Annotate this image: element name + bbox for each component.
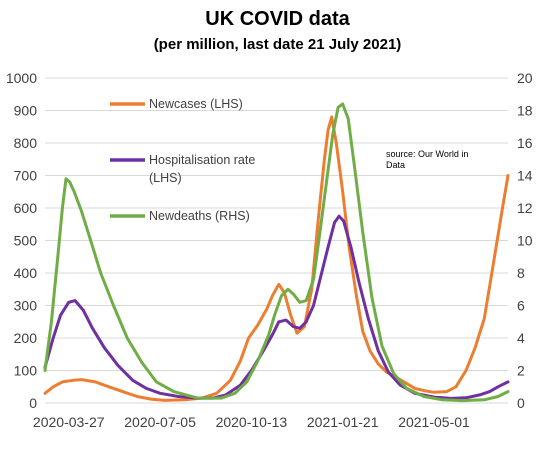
y-right-tick-0: 0 xyxy=(517,395,525,411)
y-right-tick-14: 14 xyxy=(517,168,533,184)
gridlines xyxy=(45,77,508,404)
x-tick-2020-10-13: 2020-10-13 xyxy=(216,414,288,430)
y-left-tick-1000: 1000 xyxy=(6,70,37,86)
x-tick-2020-03-27: 2020-03-27 xyxy=(33,414,105,430)
y-right-tick-6: 6 xyxy=(517,298,525,314)
legend-label-0: Newcases (LHS) xyxy=(149,97,243,111)
y-left-tick-600: 600 xyxy=(14,200,38,216)
y-left-tick-800: 800 xyxy=(14,135,38,151)
legend-label-1-cont: (LHS) xyxy=(149,171,182,185)
series-line-0 xyxy=(43,115,510,402)
chart-title: UK COVID data xyxy=(205,8,350,30)
y-right-tick-16: 16 xyxy=(517,135,533,151)
y-left-tick-900: 900 xyxy=(14,103,38,119)
x-tick-2021-05-01: 2021-05-01 xyxy=(398,414,470,430)
y-left-tick-labels: 0 100 200 300 400 500 600 700 800 900 1000 xyxy=(6,70,37,411)
y-right-tick-4: 4 xyxy=(517,330,525,346)
y-right-tick-labels: 0 2 4 6 8 10 12 14 16 18 20 xyxy=(517,70,533,411)
y-left-tick-0: 0 xyxy=(29,395,37,411)
y-left-tick-300: 300 xyxy=(14,298,38,314)
series-lines xyxy=(43,102,510,403)
y-left-tick-100: 100 xyxy=(14,363,38,379)
series-line-2 xyxy=(43,102,510,403)
legend-label-2: Newdeaths (RHS) xyxy=(149,209,250,223)
legend: Newcases (LHS) Hospitalisation rate (LHS) N… xyxy=(110,97,255,223)
y-right-tick-18: 18 xyxy=(517,103,533,119)
y-left-tick-400: 400 xyxy=(14,265,38,281)
x-tick-labels: 2020-03-27 2020-07-05 2020-10-13 2021-01-21… xyxy=(33,414,470,430)
y-left-tick-700: 700 xyxy=(14,168,38,184)
y-left-tick-500: 500 xyxy=(14,233,38,249)
y-right-tick-12: 12 xyxy=(517,200,533,216)
x-tick-2020-07-05: 2020-07-05 xyxy=(124,414,196,430)
chart-subtitle: (per million, last date 21 July 2021) xyxy=(153,36,402,53)
x-tick-2021-01-21: 2021-01-21 xyxy=(307,414,379,430)
y-right-tick-10: 10 xyxy=(517,233,533,249)
y-right-tick-8: 8 xyxy=(517,265,525,281)
y-left-tick-200: 200 xyxy=(14,330,38,346)
source-note-line2: Data xyxy=(386,160,405,170)
y-right-tick-2: 2 xyxy=(517,363,525,379)
y-right-tick-20: 20 xyxy=(517,70,533,86)
source-note-line1: source: Our World in xyxy=(386,149,468,159)
legend-label-1: Hospitalisation rate xyxy=(149,153,255,167)
